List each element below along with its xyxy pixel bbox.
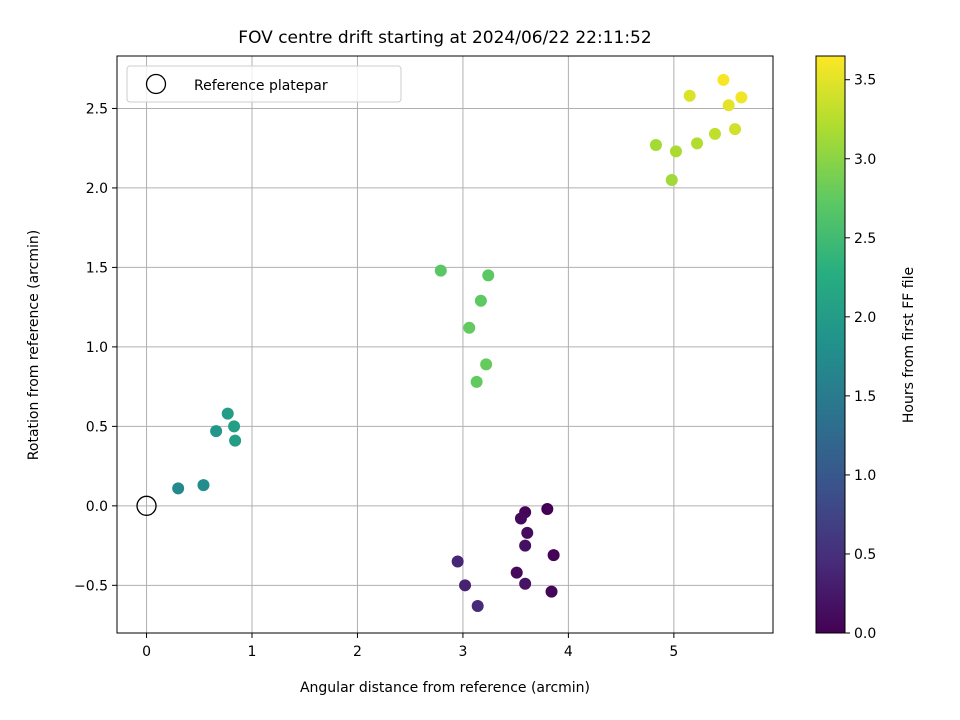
grid (117, 56, 773, 633)
colorbar: 0.0 0.5 1.0 1.5 2.0 2.5 3.0 3.5 Hours from firs… (815, 55, 917, 642)
data-point (197, 479, 210, 492)
plot-frame (116, 55, 774, 634)
data-point (221, 407, 234, 420)
colorbar-tick-label: 2.5 (854, 231, 876, 247)
data-point (434, 264, 447, 277)
colorbar-tick-label: 3.5 (854, 73, 876, 89)
data-point (729, 123, 742, 136)
data-point (708, 127, 721, 140)
y-tick-label: 1.5 (86, 260, 108, 276)
x-tick-label: 4 (564, 644, 573, 660)
colorbar-tick-label: 0.0 (854, 626, 876, 642)
legend: Reference platepar (126, 65, 402, 103)
colorbar-ticks: 0.0 0.5 1.0 1.5 2.0 2.5 3.0 3.5 (845, 73, 876, 642)
data-point (545, 585, 558, 598)
data-point (210, 425, 223, 438)
reference-marker (136, 495, 157, 516)
data-point (229, 434, 242, 447)
colorbar-label: Hours from first FF file (901, 267, 917, 423)
colorbar-tick-label: 1.5 (854, 389, 876, 405)
data-point (547, 549, 560, 562)
data-point (463, 321, 476, 334)
data-point (669, 145, 682, 158)
y-tick-label: −0.5 (74, 578, 108, 594)
colorbar-gradient (815, 55, 846, 634)
data-point (519, 577, 532, 590)
data-point (717, 73, 730, 86)
colorbar-tick-label: 0.5 (854, 547, 876, 563)
y-tick-label: 2.5 (86, 101, 108, 117)
x-tick-label: 5 (669, 644, 678, 660)
data-point (474, 294, 487, 307)
x-tick-label: 0 (142, 644, 151, 660)
data-point (172, 482, 185, 495)
colorbar-tick-label: 1.0 (854, 468, 876, 484)
data-point (519, 539, 532, 552)
y-tick-label: 0.5 (86, 419, 108, 435)
data-point (480, 358, 493, 371)
data-point (470, 375, 483, 388)
data-point (228, 420, 241, 433)
data-point (482, 269, 495, 282)
data-point (521, 526, 534, 539)
y-axis-label: Rotation from reference (arcmin) (26, 230, 42, 460)
data-point (691, 137, 704, 150)
data-point (510, 566, 523, 579)
legend-box (126, 65, 402, 103)
data-point (649, 139, 662, 152)
colorbar-tick-label: 3.0 (854, 152, 876, 168)
data-point (683, 89, 696, 102)
data-point (451, 555, 464, 568)
legend-marker-icon (145, 73, 167, 95)
data-point (459, 579, 472, 592)
scatter-points (172, 73, 748, 612)
data-point (722, 99, 735, 112)
chart-title: FOV centre drift starting at 2024/06/22 … (238, 28, 651, 48)
y-tick-label: 2.0 (86, 181, 108, 197)
data-point (735, 91, 748, 104)
data-point (471, 599, 484, 612)
y-tick-label: 1.0 (86, 340, 108, 356)
reference-point (136, 495, 157, 516)
data-point (514, 512, 527, 525)
y-axis-ticks: −0.5 0.0 0.5 1.0 1.5 2.0 2.5 (74, 101, 117, 594)
x-tick-label: 1 (248, 644, 257, 660)
colorbar-tick-label: 2.0 (854, 310, 876, 326)
x-axis-ticks: 0 1 2 3 4 5 (142, 633, 678, 660)
y-tick-label: 0.0 (86, 499, 108, 515)
data-point (541, 503, 554, 516)
data-point (665, 173, 678, 186)
x-tick-label: 3 (458, 644, 467, 660)
x-tick-label: 2 (353, 644, 362, 660)
legend-entry-reference-platepar: Reference platepar (194, 78, 328, 94)
x-axis-label: Angular distance from reference (arcmin) (300, 680, 590, 696)
